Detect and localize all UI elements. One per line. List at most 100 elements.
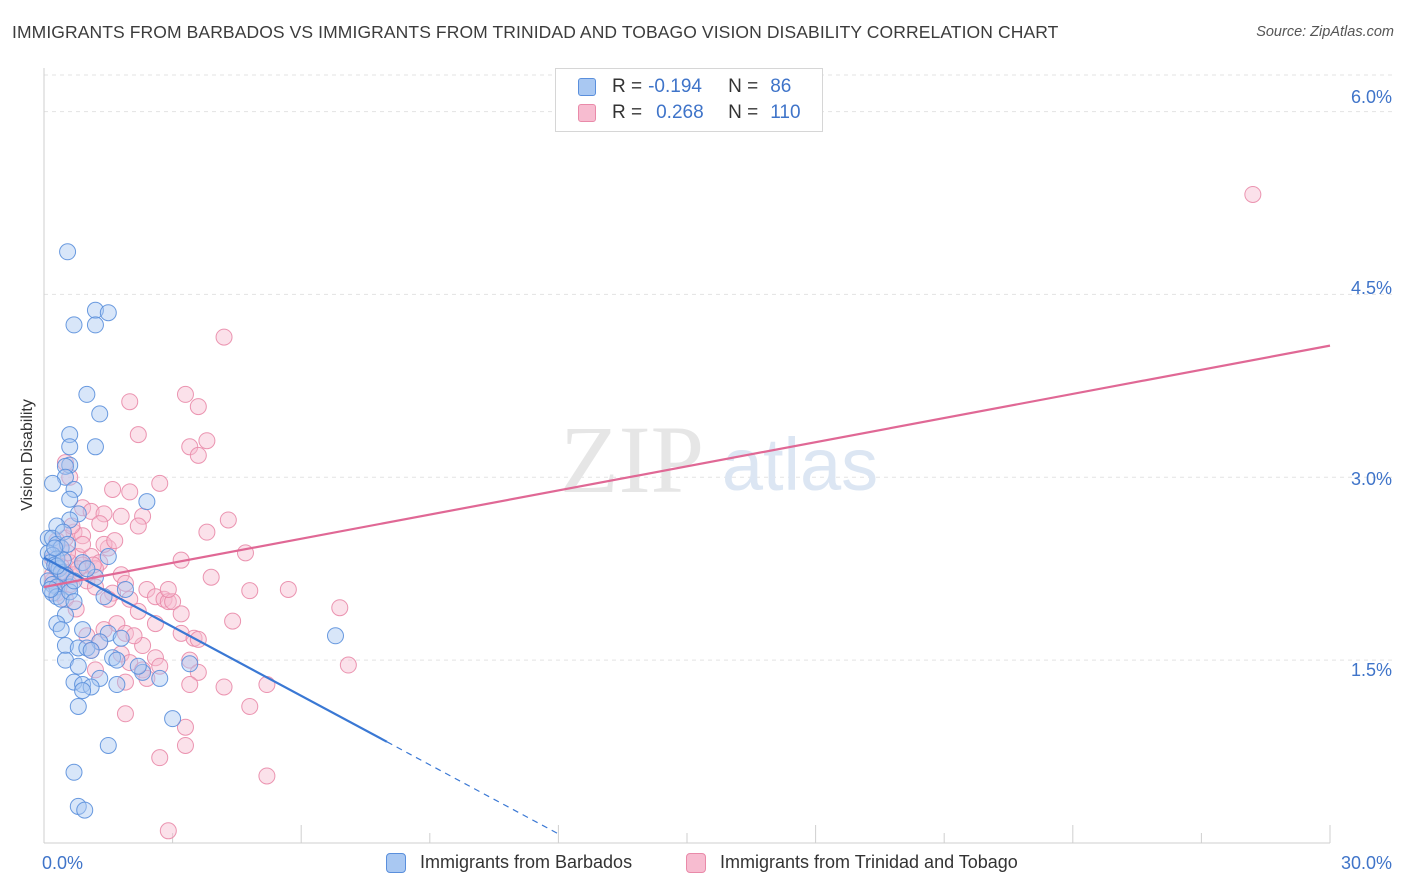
barbados-point	[99, 548, 117, 566]
trinidad-point	[224, 612, 242, 630]
x-tick-min: 0.0%	[42, 853, 84, 873]
trinidad-point	[258, 767, 276, 785]
axes	[43, 68, 1331, 844]
trinidad-point	[116, 705, 134, 723]
trinidad-point	[95, 505, 113, 523]
barbados-point	[129, 657, 147, 675]
barbados-point	[65, 316, 83, 334]
trinidad-point	[241, 582, 259, 600]
barbados-point	[99, 736, 117, 754]
y-tick-4-5: 4.5%	[1350, 278, 1392, 298]
barbados-point	[181, 655, 199, 673]
barbados-point	[48, 615, 66, 633]
barbados-point	[74, 682, 92, 700]
barbados-point	[164, 710, 182, 728]
barbados-point	[44, 474, 62, 492]
barbados-point	[78, 560, 96, 578]
trinidad-point	[74, 527, 92, 545]
barbados-point	[86, 316, 104, 334]
trinidad-point	[159, 593, 177, 611]
series-label-barbados: Immigrants from Barbados	[420, 852, 633, 872]
barbados-point	[59, 535, 77, 553]
trinidad-point	[176, 718, 194, 736]
legend-n-label: N =	[728, 76, 759, 97]
barbados-point	[326, 627, 344, 645]
barbados-point	[65, 593, 83, 611]
x-tick-max: 30.0%	[1340, 853, 1392, 873]
trinidad-point	[129, 517, 147, 535]
legend-swatch-trinidad	[578, 104, 596, 122]
trinidad-point	[189, 446, 207, 464]
watermark: ZIP atlas	[560, 406, 878, 513]
barbados-point	[52, 590, 70, 608]
source-credit: Source: ZipAtlas.com	[1256, 24, 1394, 40]
barbados-point	[82, 641, 100, 659]
barbados-point	[134, 663, 152, 681]
series-legend-barbados: Immigrants from Barbados	[386, 852, 632, 873]
trinidad-point	[198, 523, 216, 541]
y-tick-6: 6.0%	[1350, 87, 1392, 107]
trinidad-point	[86, 661, 104, 679]
barbados-point	[61, 583, 79, 601]
gridlines	[44, 74, 1395, 661]
legend-row-trinidad: R = 0.268 N = 110	[556, 100, 801, 126]
barbados-point	[116, 580, 134, 598]
legend-r-label: R =	[612, 102, 643, 123]
trinidad-point	[1244, 185, 1262, 203]
trinidad-point	[125, 627, 143, 645]
trinidad-point	[176, 385, 194, 403]
watermark-zip: ZIP	[560, 406, 704, 513]
trinidad-point	[215, 678, 233, 696]
correlation-legend: R = -0.194 N = 86 R = 0.268 N = 110	[555, 68, 823, 132]
trinidad-point	[181, 438, 199, 456]
barbados-point	[112, 629, 130, 647]
series-swatch-barbados	[386, 852, 406, 873]
trinidad-point	[146, 649, 164, 667]
barbados-trend-extension	[386, 741, 559, 835]
trinidad-point	[151, 657, 169, 675]
barbados-point	[61, 426, 79, 444]
barbados-point	[65, 763, 83, 781]
trinidad-point	[172, 605, 190, 623]
barbados-point	[151, 669, 169, 687]
trinidad-point	[121, 654, 139, 672]
trinidad-point	[189, 398, 207, 416]
trinidad-point	[241, 697, 259, 715]
barbados-point	[52, 621, 70, 639]
y-tick-3: 3.0%	[1350, 469, 1392, 489]
barbados-point	[82, 678, 100, 696]
barbados-point	[108, 651, 126, 669]
barbados-point	[99, 624, 117, 642]
barbados-point	[46, 539, 64, 557]
barbados-point	[138, 493, 156, 511]
barbados-point	[65, 480, 83, 498]
trinidad-point	[258, 676, 276, 694]
trinidad-point	[159, 822, 177, 840]
legend-swatch-barbados	[578, 78, 596, 96]
barbados-point	[74, 621, 92, 639]
trend-lines	[43, 344, 1331, 835]
trinidad-point	[215, 328, 233, 346]
series-legend-trinidad: Immigrants from Trinidad and Tobago	[686, 852, 1018, 873]
barbados-point	[86, 301, 104, 319]
barbados-point	[86, 438, 104, 456]
y-axis-label: Vision Disability	[19, 399, 36, 511]
y-tick-1-5: 1.5%	[1350, 660, 1392, 680]
barbados-point	[69, 657, 87, 675]
trinidad-point	[112, 507, 130, 525]
legend-row-barbados: R = -0.194 N = 86	[556, 74, 791, 100]
trinidad-point	[74, 535, 92, 553]
barbados-point	[99, 304, 117, 322]
barbados-trend-line	[43, 556, 388, 743]
trinidad-point	[138, 669, 156, 687]
trinidad-point	[181, 676, 199, 694]
trinidad-point	[331, 599, 349, 617]
barbados-point	[69, 505, 87, 523]
trinidad-point	[176, 736, 194, 754]
trinidad-point	[134, 637, 152, 655]
barbados-point	[69, 639, 87, 657]
barbados-point	[69, 697, 87, 715]
series-swatch-trinidad	[686, 852, 706, 873]
trinidad-trend-line	[43, 344, 1331, 589]
